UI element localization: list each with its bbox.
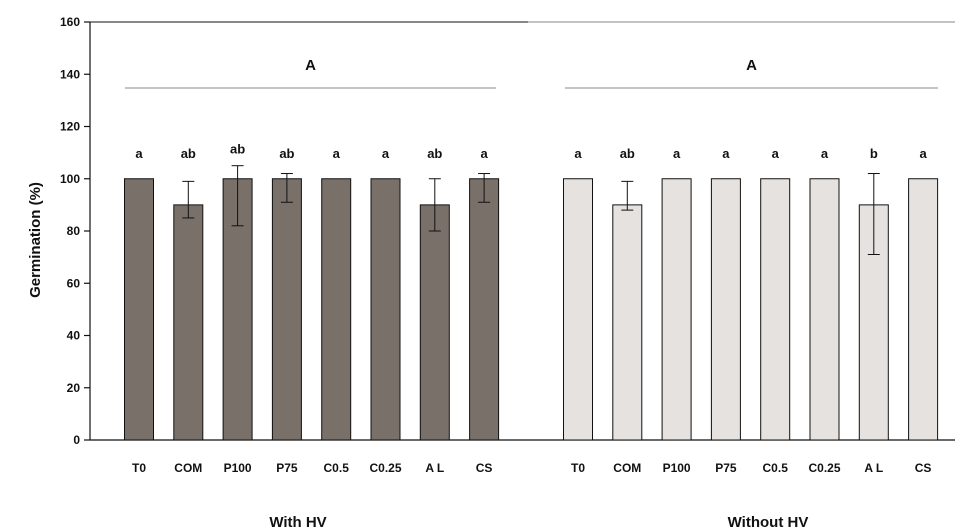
significance-label: a bbox=[821, 146, 829, 161]
x-tick-label: T0 bbox=[571, 461, 585, 475]
y-tick-label: 160 bbox=[60, 15, 80, 29]
group-letter: A bbox=[746, 57, 757, 74]
group-letter: A bbox=[305, 57, 316, 74]
x-tick-label: A L bbox=[864, 461, 883, 475]
bar bbox=[760, 178, 791, 441]
bar bbox=[612, 204, 643, 441]
marks-layer bbox=[124, 87, 939, 441]
x-tick-label: C0.25 bbox=[808, 461, 840, 475]
bar bbox=[469, 178, 500, 441]
x-tick-label: P100 bbox=[663, 461, 691, 475]
significance-label: a bbox=[919, 146, 927, 161]
y-tick-label: 140 bbox=[60, 67, 80, 81]
significance-label: a bbox=[382, 146, 390, 161]
y-tick-label: 0 bbox=[73, 433, 80, 447]
y-tick-label: 100 bbox=[60, 172, 80, 186]
x-tick-label: COM bbox=[613, 461, 641, 475]
x-tick-label: T0 bbox=[132, 461, 146, 475]
x-tick-label: C0.5 bbox=[324, 461, 350, 475]
significance-label: ab bbox=[427, 146, 442, 161]
y-tick-label: 60 bbox=[67, 276, 81, 290]
y-tick-label: 20 bbox=[67, 381, 81, 395]
bar bbox=[661, 178, 692, 441]
x-tick-label: C0.25 bbox=[369, 461, 401, 475]
significance-label: a bbox=[480, 146, 488, 161]
bar bbox=[271, 178, 302, 441]
bar bbox=[419, 204, 450, 441]
x-tick-label: CS bbox=[476, 461, 493, 475]
significance-label: ab bbox=[279, 146, 294, 161]
bar bbox=[908, 178, 939, 441]
significance-label: ab bbox=[620, 146, 635, 161]
bar bbox=[321, 178, 352, 441]
significance-label: b bbox=[870, 146, 878, 161]
significance-label: a bbox=[673, 146, 681, 161]
significance-label: a bbox=[772, 146, 780, 161]
x-tick-label: P75 bbox=[276, 461, 298, 475]
bar bbox=[710, 178, 741, 441]
bar bbox=[370, 178, 401, 441]
x-tick-label: P100 bbox=[224, 461, 252, 475]
panel-label: With HV bbox=[269, 514, 326, 531]
bar bbox=[173, 204, 204, 441]
y-tick-label: 80 bbox=[67, 224, 81, 238]
significance-label: a bbox=[574, 146, 582, 161]
significance-label: a bbox=[722, 146, 730, 161]
significance-label: ab bbox=[230, 142, 245, 157]
x-tick-label: CS bbox=[915, 461, 932, 475]
significance-label: ab bbox=[181, 146, 196, 161]
bar bbox=[563, 178, 593, 441]
x-tick-label: C0.5 bbox=[763, 461, 789, 475]
bar bbox=[858, 204, 889, 441]
bar bbox=[124, 178, 154, 441]
x-tick-label: A L bbox=[425, 461, 444, 475]
significance-label: a bbox=[135, 146, 143, 161]
x-tick-label: P75 bbox=[715, 461, 737, 475]
y-axis-title: Germination (%) bbox=[27, 182, 44, 298]
y-tick-label: 120 bbox=[60, 120, 80, 134]
bar bbox=[809, 178, 840, 441]
x-tick-label: COM bbox=[174, 461, 202, 475]
significance-label: a bbox=[333, 146, 341, 161]
panel-label: Without HV bbox=[728, 514, 809, 531]
y-tick-label: 40 bbox=[67, 329, 81, 343]
